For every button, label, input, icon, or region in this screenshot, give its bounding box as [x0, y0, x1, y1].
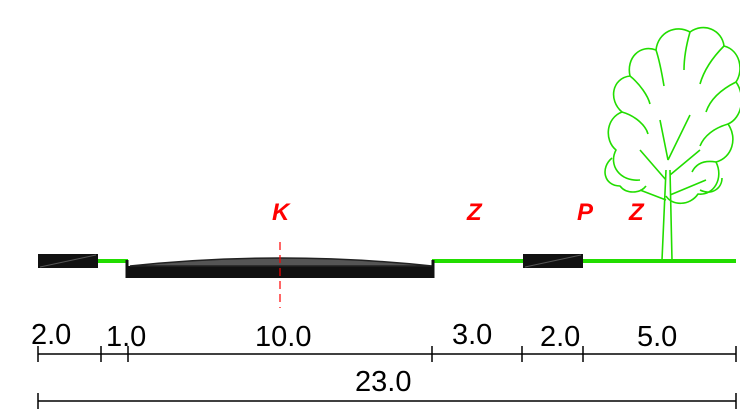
dimension-seg5: 2.0: [540, 321, 580, 353]
dimension-total: 23.0: [355, 366, 411, 398]
label-z-green: Z: [466, 199, 483, 226]
dimension-seg2: 1.0: [106, 321, 146, 353]
dimension-seg3: 10.0: [255, 321, 311, 353]
dimension-seg4: 3.0: [452, 319, 492, 351]
label-k: K: [272, 199, 291, 226]
sidewalk-left: [38, 254, 98, 268]
dimension-line-total: [37, 393, 737, 409]
dimension-seg1: 2.0: [31, 319, 71, 351]
sidewalk-right: [523, 254, 583, 268]
dimension-seg6: 5.0: [637, 321, 677, 353]
label-p: P: [577, 199, 594, 226]
label-z-tree: Z: [628, 199, 645, 226]
dimension-line-segments: [37, 346, 737, 362]
tree-icon: [604, 26, 740, 261]
